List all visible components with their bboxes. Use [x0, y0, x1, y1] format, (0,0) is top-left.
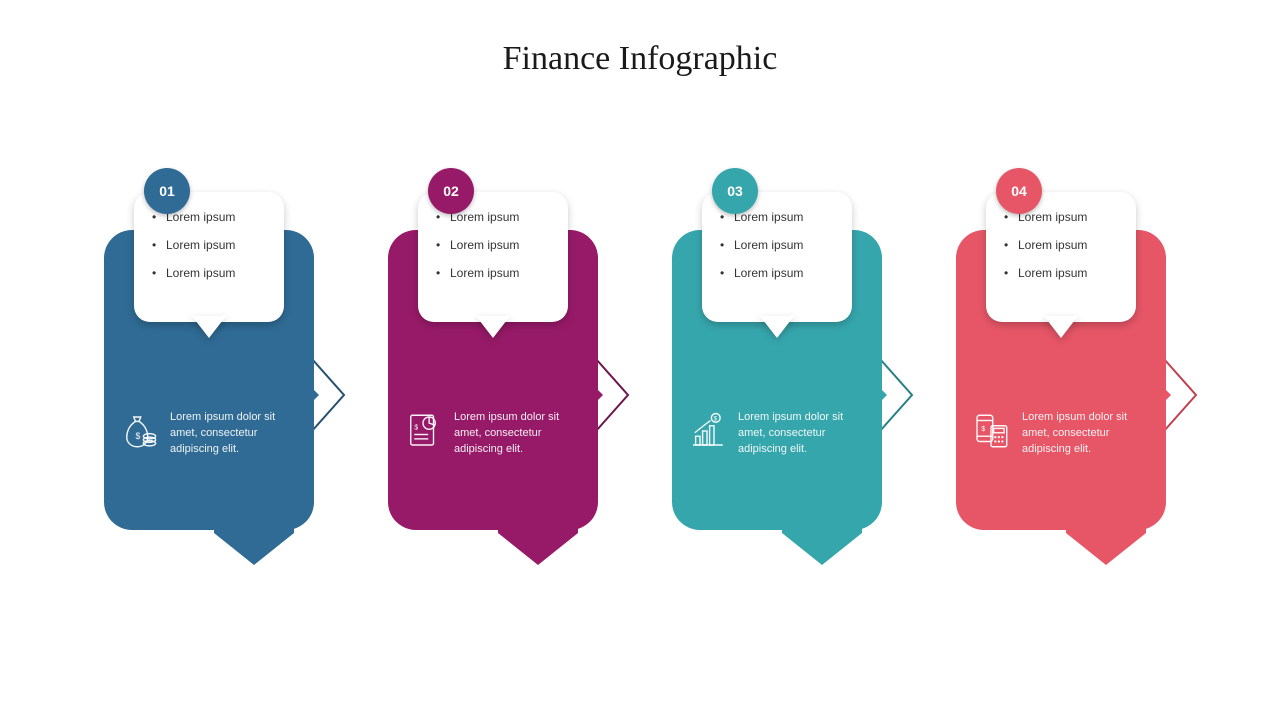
svg-text:$: $ [981, 426, 985, 433]
step-badge: 04 [996, 168, 1042, 214]
step-badge: 02 [428, 168, 474, 214]
callout-pointer-icon [192, 316, 226, 338]
svg-text:$: $ [414, 424, 418, 431]
card-04: Lorem ipsum Lorem ipsum Lorem ipsum 04 $ [956, 170, 1176, 570]
step-number: 04 [1011, 183, 1027, 199]
svg-text:$: $ [714, 416, 718, 423]
bullet-list: Lorem ipsum Lorem ipsum Lorem ipsum [436, 210, 554, 280]
money-bag-icon: $ [118, 410, 160, 452]
bullet-item: Lorem ipsum [720, 266, 838, 280]
card-03: Lorem ipsum Lorem ipsum Lorem ipsum 03 $ [672, 170, 892, 570]
card-01: Lorem ipsum Lorem ipsum Lorem ipsum 01 $ [104, 170, 324, 570]
bullet-item: Lorem ipsum [1004, 266, 1122, 280]
callout-pointer-icon [1044, 316, 1078, 338]
bullet-list: Lorem ipsum Lorem ipsum Lorem ipsum [152, 210, 270, 280]
callout-pointer-icon [476, 316, 510, 338]
step-badge: 03 [712, 168, 758, 214]
bullet-list: Lorem ipsum Lorem ipsum Lorem ipsum [720, 210, 838, 280]
card-body-text: Lorem ipsum dolor sit amet, consectetur … [170, 410, 308, 458]
page-title: Finance Infographic [0, 40, 1280, 78]
step-number: 03 [727, 183, 743, 199]
card-body: $ Lorem ipsum dolor sit amet, consectetu… [686, 410, 876, 458]
calculator-phone-icon: $ [970, 410, 1012, 452]
card-body-text: Lorem ipsum dolor sit amet, consectetur … [1022, 410, 1160, 458]
growth-chart-icon: $ [686, 410, 728, 452]
bullet-item: Lorem ipsum [720, 238, 838, 252]
card-body-text: Lorem ipsum dolor sit amet, consectetur … [454, 410, 592, 458]
card-02: Lorem ipsum Lorem ipsum Lorem ipsum 02 $ [388, 170, 608, 570]
bullet-item: Lorem ipsum [1004, 238, 1122, 252]
bullet-item: Lorem ipsum [152, 266, 270, 280]
callout-pointer-icon [760, 316, 794, 338]
card-body: $ Lorem ipsum dolor sit amet, consectetu… [118, 410, 308, 458]
card-tail [782, 505, 862, 565]
step-number: 02 [443, 183, 459, 199]
bullet-item: Lorem ipsum [152, 238, 270, 252]
card-body: $ Lorem ipsum dolor sit amet, consectetu… [970, 410, 1160, 458]
cards-row: Lorem ipsum Lorem ipsum Lorem ipsum 01 $ [0, 170, 1280, 570]
card-tail [214, 505, 294, 565]
card-body: $ Lorem ipsum dolor sit amet, consectetu… [402, 410, 592, 458]
bullet-list: Lorem ipsum Lorem ipsum Lorem ipsum [1004, 210, 1122, 280]
card-tail [1066, 505, 1146, 565]
svg-text:$: $ [136, 431, 141, 441]
finance-doc-icon: $ [402, 410, 444, 452]
step-badge: 01 [144, 168, 190, 214]
bullet-item: Lorem ipsum [436, 266, 554, 280]
card-body-text: Lorem ipsum dolor sit amet, consectetur … [738, 410, 876, 458]
card-tail [498, 505, 578, 565]
step-number: 01 [159, 183, 175, 199]
bullet-item: Lorem ipsum [436, 238, 554, 252]
